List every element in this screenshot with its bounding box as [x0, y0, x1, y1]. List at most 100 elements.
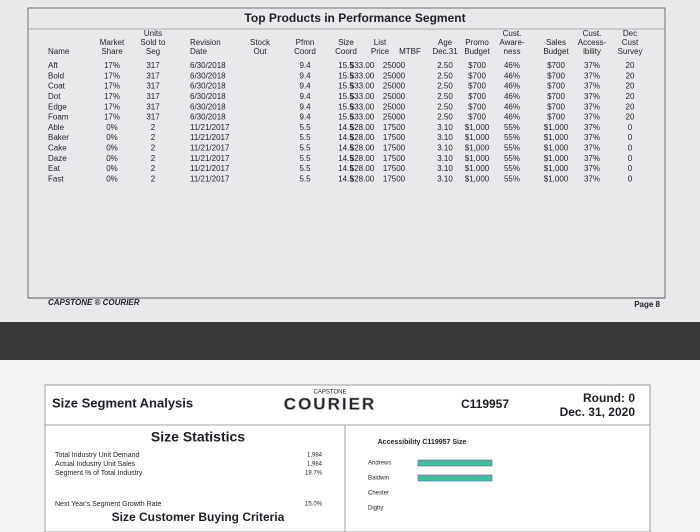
lower-content: Total Industry Unit Demand 1,984 Actual In… [55, 452, 493, 512]
table-cell: 11/21/2017 [190, 164, 230, 173]
table-cell: Aft [48, 61, 59, 70]
table-cell: 15.5 [338, 92, 354, 101]
table-cell: 37% [584, 61, 600, 70]
table-cell: 46% [504, 61, 520, 70]
table-cell: 15.5 [338, 113, 354, 122]
table-cell: $33.00 [350, 102, 375, 111]
table-cell: 15.5 [338, 102, 354, 111]
table-cell: 17500 [383, 164, 406, 173]
table-cell: 0% [106, 133, 118, 142]
table-cell: $700 [547, 82, 565, 91]
table-cell: $33.00 [350, 92, 375, 101]
table-cell: $700 [468, 61, 486, 70]
table-cell: 37% [584, 113, 600, 122]
table-cell: Edge [48, 102, 67, 111]
column-header: Stock [250, 38, 271, 47]
table-cell: Cake [48, 144, 67, 153]
table-cell: 17% [104, 71, 120, 80]
table-cell: 2 [151, 174, 156, 183]
table-cell: 20 [626, 61, 635, 70]
table-cell: $28.00 [350, 164, 375, 173]
table-cell: $1,000 [544, 164, 569, 173]
table-cell: 9.4 [299, 71, 311, 80]
table-cell: $700 [468, 102, 486, 111]
table-cell: 6/30/2018 [190, 82, 226, 91]
table-cell: $1,000 [544, 154, 569, 163]
table-cell: 17% [104, 92, 120, 101]
column-header: Out [254, 47, 268, 56]
table-cell: $700 [547, 113, 565, 122]
table-cell: $1,000 [544, 174, 569, 183]
stat-label: Segment % of Total Industry [55, 470, 143, 477]
table-cell: 20 [626, 113, 635, 122]
column-header: Survey [618, 47, 643, 56]
bar-label: Andrews [368, 461, 391, 467]
table-cell: 37% [584, 174, 600, 183]
table-cell: 46% [504, 71, 520, 80]
stats-title: Size Statistics [151, 429, 245, 445]
growth-value: 15.0% [305, 502, 323, 508]
column-header: Price [371, 47, 390, 56]
column-header: Seg [146, 47, 160, 56]
table-cell: $1,000 [465, 133, 490, 142]
table-cell: $700 [547, 92, 565, 101]
table-cell: 2.50 [437, 61, 453, 70]
table-cell: 2.50 [437, 113, 453, 122]
table-cell: 317 [146, 82, 160, 91]
growth-label: Next Year's Segment Growth Rate [55, 501, 161, 508]
table-cell: $1,000 [544, 133, 569, 142]
table-cell: $28.00 [350, 123, 375, 132]
column-header: Date [190, 47, 207, 56]
table-cell: 20 [626, 102, 635, 111]
table-cell: 0 [628, 154, 633, 163]
table-cell: 46% [504, 102, 520, 111]
stat-label: Actual Industry Unit Sales [55, 461, 136, 468]
table-cell: 5.5 [299, 154, 311, 163]
table-cell: Foam [48, 113, 69, 122]
table-cell: 5.5 [299, 133, 311, 142]
table-cell: $700 [468, 92, 486, 101]
table-cell: 11/21/2017 [190, 123, 230, 132]
table-cell: 14.5 [338, 123, 354, 132]
column-header: Access- [578, 38, 607, 47]
bar [417, 459, 493, 467]
bar-label: Chester [368, 491, 389, 497]
table-title: Top Products in Performance Segment [244, 11, 465, 25]
table-cell: 17% [104, 102, 120, 111]
table-cell: 0 [628, 144, 633, 153]
table-cell: 2 [151, 154, 156, 163]
table-cell: 14.5 [338, 133, 354, 142]
table-cell: 6/30/2018 [190, 102, 226, 111]
table-cell: 3.10 [437, 164, 453, 173]
table-cell: 0% [106, 144, 118, 153]
column-header: Cust [622, 38, 639, 47]
table-cell: $700 [468, 113, 486, 122]
stat-label: Total Industry Unit Demand [55, 452, 140, 459]
table-cell: 14.5 [338, 164, 354, 173]
table-cell: 55% [504, 144, 520, 153]
table-cell: 37% [584, 144, 600, 153]
table-cell: 2.50 [437, 92, 453, 101]
table-cell: 0 [628, 133, 633, 142]
table-cell: 317 [146, 92, 160, 101]
table-cell: 3.10 [437, 133, 453, 142]
table-cell: 17% [104, 61, 120, 70]
table-cell: 0% [106, 174, 118, 183]
table-cell: 37% [584, 123, 600, 132]
table-cell: 5.5 [299, 144, 311, 153]
table-cell: 55% [504, 123, 520, 132]
column-header: Units [144, 29, 162, 38]
table-cell: 11/21/2017 [190, 133, 230, 142]
table-cell: 15.5 [338, 71, 354, 80]
table-cell: $700 [547, 102, 565, 111]
column-header: Dec.31 [432, 47, 458, 56]
column-header: Revision [190, 38, 221, 47]
column-header: Pfmn [296, 38, 315, 47]
table-cell: $1,000 [465, 123, 490, 132]
table-cell: $28.00 [350, 174, 375, 183]
table-cell: 2 [151, 133, 156, 142]
column-header: Age [438, 38, 453, 47]
round: Round: 0 [583, 391, 635, 405]
